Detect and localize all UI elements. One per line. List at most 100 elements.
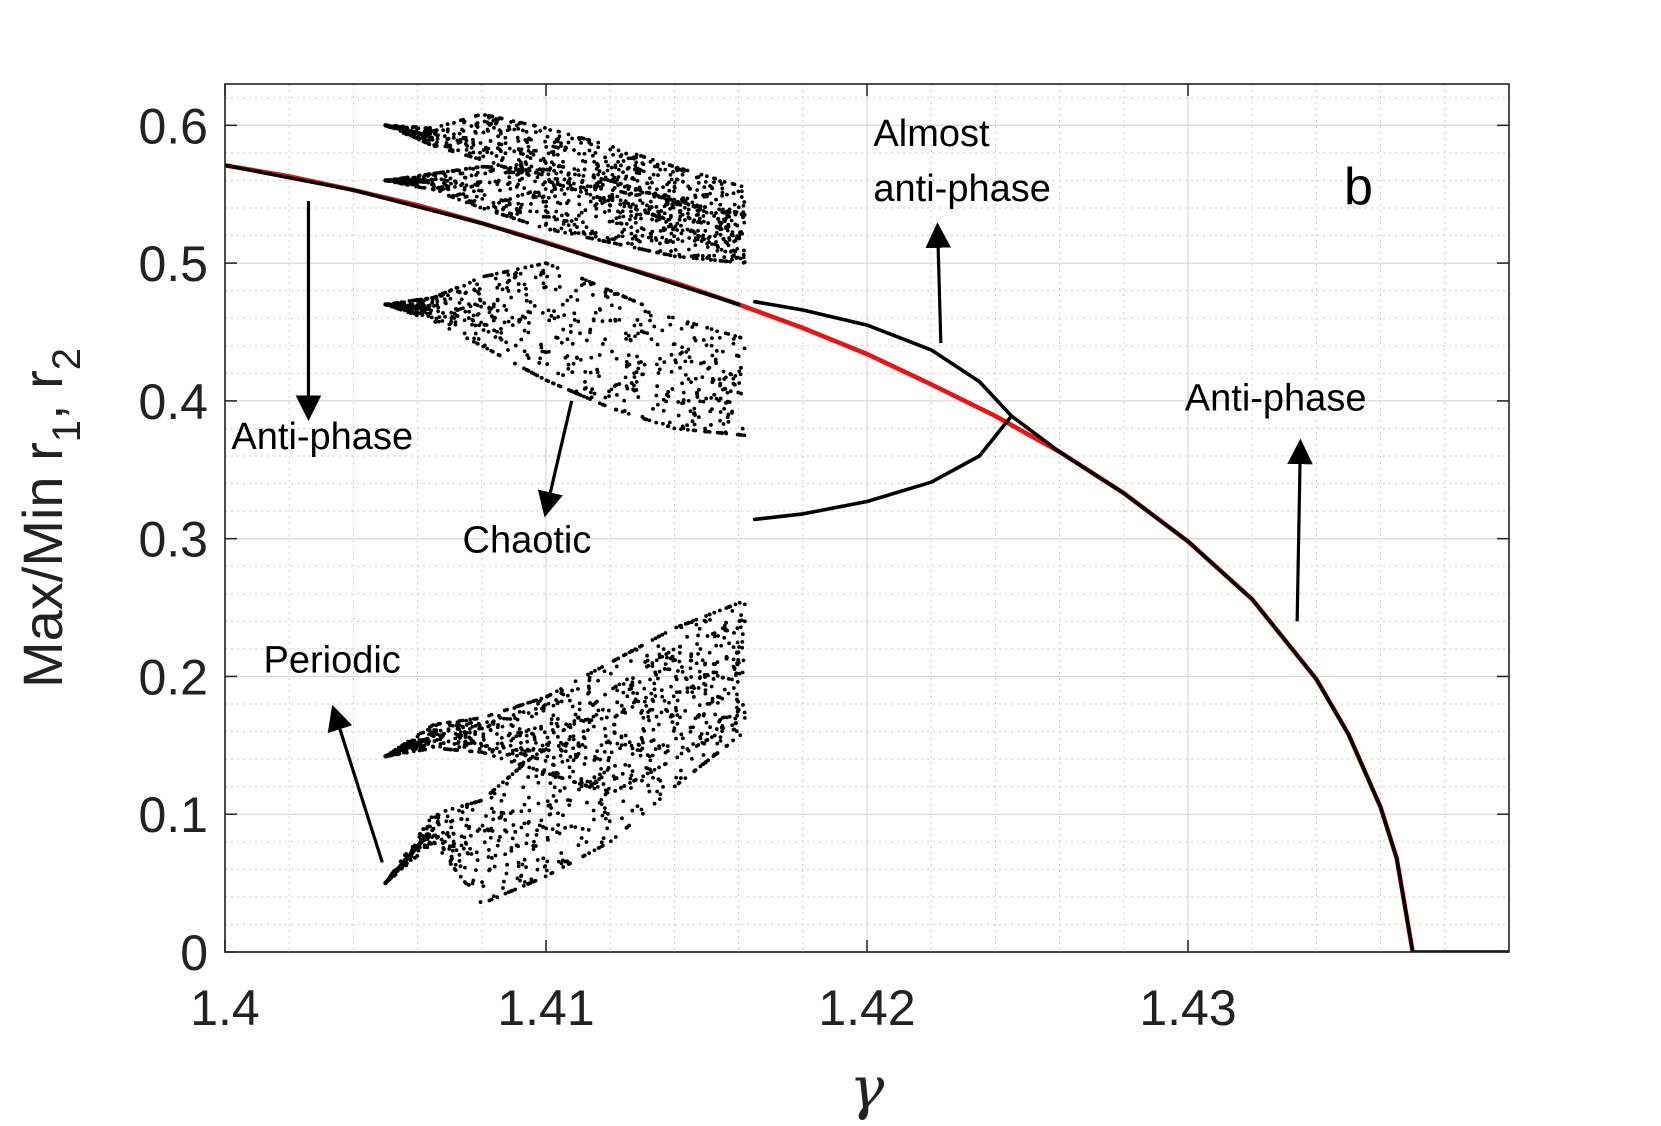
scatter-point (563, 749, 568, 754)
scatter-point (519, 764, 524, 769)
scatter-point (556, 371, 561, 376)
scatter-point (655, 384, 660, 389)
scatter-point (555, 152, 560, 157)
scatter-point (686, 748, 691, 753)
scatter-point (554, 721, 559, 726)
scatter-point (659, 688, 664, 693)
scatter-point (430, 744, 435, 749)
scatter-point (453, 868, 458, 873)
scatter-point (576, 743, 581, 748)
scatter-point (464, 823, 469, 828)
scatter-point (618, 746, 622, 751)
scatter-point (633, 220, 638, 225)
scatter-point (538, 128, 543, 133)
scatter-point (735, 255, 740, 260)
scatter-point (694, 622, 699, 627)
scatter-point (650, 180, 654, 185)
scatter-point (561, 159, 565, 164)
scatter-point (613, 684, 618, 689)
scatter-point (524, 286, 528, 291)
scatter-point (579, 140, 583, 145)
scatter-point (481, 130, 486, 135)
scatter-point (701, 753, 706, 757)
scatter-point (631, 676, 635, 681)
scatter-point (675, 721, 680, 726)
scatter-point (545, 835, 550, 840)
scatter-point (522, 121, 527, 126)
scatter-point (512, 706, 517, 710)
scatter-point (731, 191, 736, 196)
scatter-point (470, 807, 475, 812)
scatter-point (740, 639, 745, 644)
scatter-point (718, 410, 723, 414)
scatter-point (710, 336, 714, 341)
scatter-point (543, 161, 548, 165)
scatter-point (724, 715, 729, 720)
scatter-point (735, 709, 740, 713)
scatter-point (715, 225, 719, 230)
scatter-point (488, 168, 493, 173)
scatter-point (727, 641, 731, 646)
scatter-point (640, 778, 644, 783)
scatter-point (622, 227, 627, 232)
scatter-point (712, 392, 717, 397)
scatter-point (570, 187, 574, 192)
scatter-point (589, 355, 594, 360)
scatter-point (635, 691, 640, 696)
scatter-point (671, 240, 675, 245)
scatter-point (505, 862, 510, 867)
scatter-point (462, 318, 467, 323)
scatter-point (580, 178, 585, 183)
scatter-point (702, 185, 707, 190)
scatter-point (469, 852, 474, 856)
scatter-point (627, 740, 632, 745)
scatter-point (539, 724, 544, 729)
scatter-point (609, 303, 614, 308)
scatter-point (475, 858, 480, 863)
scatter-point (500, 212, 505, 217)
scatter-point (491, 161, 496, 165)
scatter-point (674, 625, 679, 630)
scatter-point (508, 811, 513, 816)
scatter-point (619, 735, 624, 740)
scatter-point (414, 184, 419, 189)
scatter-point (703, 193, 707, 197)
scatter-point (701, 399, 706, 404)
scatter-point (477, 323, 482, 328)
scatter-point (713, 258, 717, 263)
scatter-point (709, 684, 714, 689)
scatter-point (666, 424, 671, 428)
scatter-point (400, 743, 405, 748)
scatter-point (521, 785, 526, 790)
scatter-point (580, 158, 585, 163)
scatter-point (624, 295, 628, 300)
scatter-point (575, 298, 580, 302)
scatter-point (709, 327, 714, 332)
scatter-point (736, 189, 741, 194)
scatter-point (551, 713, 556, 718)
scatter-point (526, 356, 531, 361)
scatter-point (482, 301, 487, 306)
scatter-point (631, 700, 636, 705)
scatter-point (707, 650, 712, 655)
scatter-point (515, 876, 520, 881)
scatter-point (570, 341, 575, 346)
scatter-point (543, 874, 548, 879)
scatter-point (667, 420, 672, 425)
scatter-point (716, 633, 720, 638)
scatter-point (629, 743, 634, 748)
scatter-point (628, 683, 633, 688)
scatter-point (506, 272, 511, 277)
scatter-point (609, 178, 614, 183)
scatter-point (425, 179, 430, 184)
scatter-point (524, 865, 528, 870)
scatter-point (531, 699, 536, 703)
scatter-point (683, 776, 688, 781)
scatter-point (623, 733, 628, 738)
annotation-label: Chaotic (463, 519, 592, 561)
scatter-point (503, 141, 508, 146)
scatter-point (443, 808, 448, 813)
scatter-point (469, 801, 474, 806)
scatter-point (730, 723, 735, 728)
scatter-point (673, 705, 678, 710)
